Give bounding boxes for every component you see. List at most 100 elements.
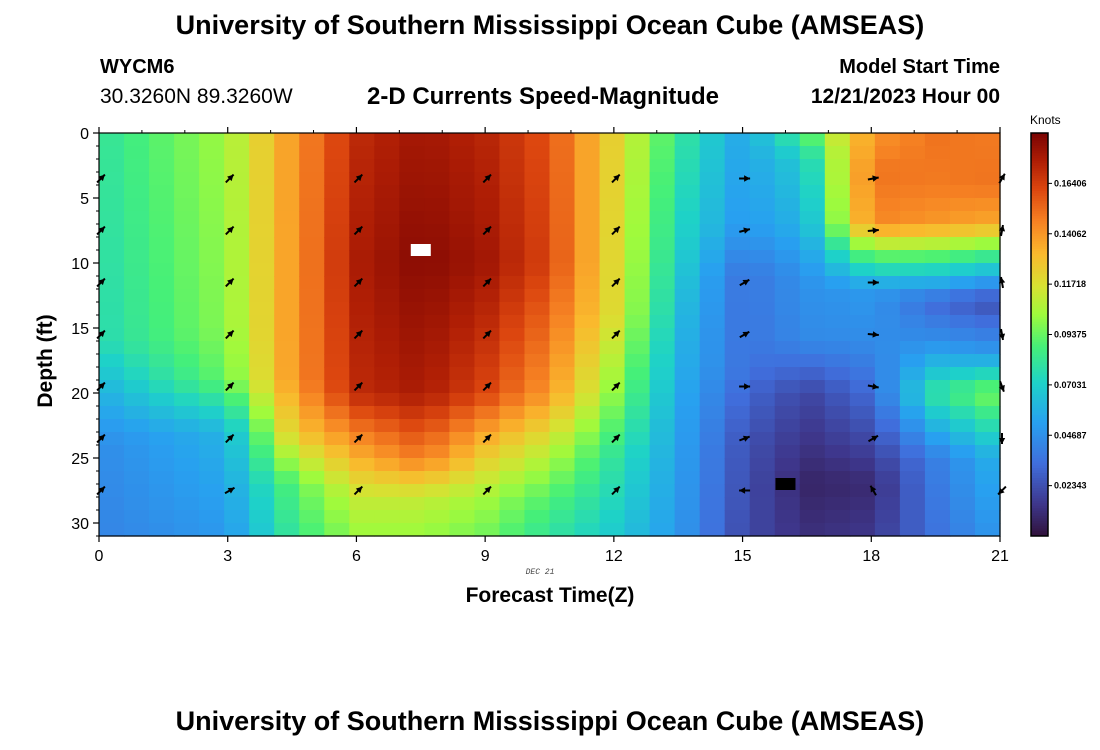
heatmap-cell xyxy=(199,224,225,238)
heatmap-cell xyxy=(374,328,400,342)
heatmap-cell xyxy=(124,445,150,459)
heatmap-cell xyxy=(449,393,476,407)
heatmap-cell xyxy=(224,185,250,199)
heatmap-cell xyxy=(399,146,425,160)
heatmap-cell xyxy=(724,354,751,368)
heatmap-cell xyxy=(899,211,926,225)
heatmap-cell xyxy=(949,211,976,225)
heatmap-cell xyxy=(749,315,776,329)
heatmap-cell xyxy=(624,341,651,355)
heatmap-cell xyxy=(574,419,601,433)
heatmap-cell xyxy=(849,146,876,160)
heatmap-cell xyxy=(524,263,551,277)
heatmap-cell xyxy=(699,432,726,446)
heatmap-cell xyxy=(649,237,676,251)
colorbar-swatch xyxy=(1031,170,1048,174)
heatmap-cell xyxy=(374,497,400,511)
current-vector xyxy=(867,279,879,286)
heatmap-cell xyxy=(299,510,325,524)
heatmap-cell xyxy=(474,393,501,407)
heatmap-cell xyxy=(274,224,300,238)
heatmap-cell xyxy=(899,497,926,511)
heatmap-cell xyxy=(649,471,676,485)
current-vector xyxy=(482,173,492,184)
heatmap-cell xyxy=(724,458,751,472)
heatmap-cell xyxy=(424,419,450,433)
heatmap-cell xyxy=(574,354,601,368)
heatmap-cell xyxy=(99,458,125,472)
heatmap-cell xyxy=(499,185,526,199)
heatmap-cell xyxy=(274,354,300,368)
heatmap-cell xyxy=(349,445,375,459)
heatmap-cell xyxy=(499,497,526,511)
heatmap-cell xyxy=(374,367,400,381)
heatmap-cell xyxy=(449,380,476,394)
heatmap-cell xyxy=(324,523,350,537)
heatmap-cell xyxy=(749,146,776,160)
colorbar-swatch xyxy=(1031,140,1048,144)
heatmap-cell xyxy=(299,393,325,407)
heatmap-cell xyxy=(274,393,300,407)
heatmap-cell xyxy=(449,406,476,420)
heatmap-cell xyxy=(549,250,576,264)
heatmap-cell xyxy=(199,445,225,459)
colorbar-swatch xyxy=(1031,138,1048,142)
heatmap-cell xyxy=(349,354,375,368)
heatmap-cell xyxy=(224,237,250,251)
heatmap-cell xyxy=(824,224,851,238)
heatmap-cell xyxy=(599,211,626,225)
heatmap-cell xyxy=(199,341,225,355)
heatmap-cell xyxy=(249,484,275,498)
colorbar-swatch xyxy=(1031,347,1048,351)
heatmap-cell xyxy=(474,406,501,420)
heatmap-cell xyxy=(399,328,425,342)
markers xyxy=(410,244,796,490)
heatmap-cell xyxy=(649,367,676,381)
heatmap-cell xyxy=(674,354,701,368)
heatmap-cell xyxy=(524,302,551,316)
heatmap-cell xyxy=(649,484,676,498)
heatmap-cell xyxy=(824,458,851,472)
heatmap-cell xyxy=(374,250,400,264)
colorbar-swatch xyxy=(1031,246,1048,250)
heatmap-cell xyxy=(299,146,325,160)
heatmap-cell xyxy=(324,302,350,316)
heatmap-cell xyxy=(449,484,476,498)
heatmap-cell xyxy=(674,523,701,537)
heatmap-cell xyxy=(124,341,150,355)
heatmap-cell xyxy=(524,393,551,407)
colorbar-swatch xyxy=(1031,387,1048,391)
heatmap-cells xyxy=(99,133,1001,537)
colorbar-swatch xyxy=(1031,178,1048,182)
heatmap-cell xyxy=(124,289,150,303)
heatmap-cell xyxy=(399,159,425,173)
colorbar-swatch xyxy=(1031,354,1048,358)
heatmap-cell xyxy=(649,523,676,537)
current-vector xyxy=(739,175,751,182)
heatmap-cell xyxy=(774,523,801,537)
heatmap-cell xyxy=(949,250,976,264)
heatmap-cell xyxy=(774,198,801,212)
heatmap-cell xyxy=(749,341,776,355)
heatmap-cell xyxy=(124,367,150,381)
heatmap-cell xyxy=(974,146,1001,160)
colorbar-swatch xyxy=(1031,422,1048,426)
colorbar-swatch xyxy=(1031,473,1048,477)
heatmap-cell xyxy=(549,328,576,342)
heatmap-cell xyxy=(249,523,275,537)
heatmap-cell xyxy=(674,367,701,381)
heatmap-cell xyxy=(424,354,450,368)
heatmap-cell xyxy=(624,497,651,511)
heatmap-cell xyxy=(499,302,526,316)
heatmap-cell xyxy=(324,198,350,212)
heatmap-cell xyxy=(324,159,350,173)
heatmap-cell xyxy=(199,302,225,316)
heatmap-cell xyxy=(599,276,626,290)
heatmap-cell xyxy=(374,289,400,303)
colorbar-swatch xyxy=(1031,314,1048,318)
heatmap-cell xyxy=(99,250,125,264)
heatmap-cell xyxy=(849,380,876,394)
heatmap-cell xyxy=(774,224,801,238)
heatmap-cell xyxy=(124,224,150,238)
colorbar-swatch xyxy=(1031,342,1048,346)
